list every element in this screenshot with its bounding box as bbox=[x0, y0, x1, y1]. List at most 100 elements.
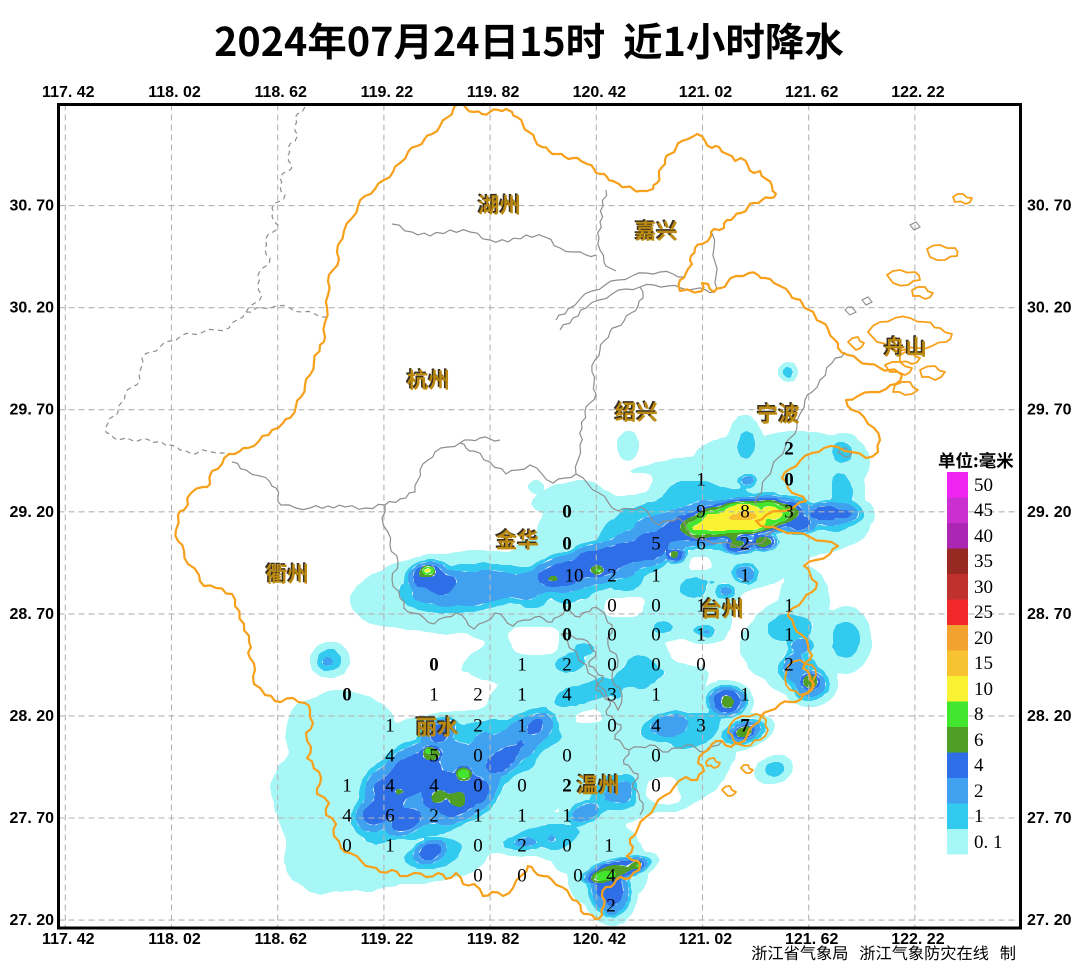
svg-text:117. 42: 117. 42 bbox=[42, 931, 95, 948]
svg-text:28. 20: 28. 20 bbox=[10, 708, 55, 725]
svg-text:1: 1 bbox=[342, 776, 352, 797]
svg-text:117. 42: 117. 42 bbox=[42, 84, 95, 101]
svg-text:1: 1 bbox=[429, 685, 439, 706]
svg-text:28. 20: 28. 20 bbox=[1027, 708, 1072, 725]
svg-text:119. 22: 119. 22 bbox=[361, 84, 414, 101]
svg-text:2: 2 bbox=[740, 534, 750, 555]
svg-text:1: 1 bbox=[517, 655, 527, 676]
svg-text:0: 0 bbox=[517, 776, 527, 797]
svg-text:28. 70: 28. 70 bbox=[1027, 606, 1072, 623]
svg-text:30. 20: 30. 20 bbox=[10, 300, 55, 317]
svg-text:5: 5 bbox=[429, 746, 439, 767]
svg-text:2: 2 bbox=[517, 836, 527, 857]
svg-text:30. 70: 30. 70 bbox=[1027, 198, 1072, 215]
svg-text:1: 1 bbox=[604, 836, 614, 857]
svg-text:0: 0 bbox=[473, 776, 483, 797]
svg-text:118. 62: 118. 62 bbox=[254, 931, 307, 948]
svg-text:0: 0 bbox=[651, 776, 661, 797]
svg-text:4: 4 bbox=[606, 866, 616, 887]
svg-text:1: 1 bbox=[517, 685, 527, 706]
svg-text:0: 0 bbox=[562, 596, 572, 617]
svg-text:10: 10 bbox=[565, 566, 584, 587]
svg-text:1: 1 bbox=[696, 625, 706, 646]
svg-text:1: 1 bbox=[974, 806, 984, 827]
svg-text:50: 50 bbox=[974, 475, 993, 496]
svg-text:0: 0 bbox=[562, 625, 572, 646]
svg-text:2: 2 bbox=[562, 655, 572, 676]
svg-text:122. 22: 122. 22 bbox=[891, 84, 944, 101]
svg-text:0: 0 bbox=[562, 534, 572, 555]
svg-text:7: 7 bbox=[740, 716, 750, 737]
svg-text:0: 0 bbox=[562, 502, 572, 523]
svg-text:35: 35 bbox=[974, 551, 993, 572]
svg-text:0: 0 bbox=[740, 625, 750, 646]
svg-text:1: 1 bbox=[784, 596, 794, 617]
svg-text:1: 1 bbox=[784, 625, 794, 646]
svg-text:1: 1 bbox=[385, 716, 395, 737]
svg-text:2: 2 bbox=[784, 439, 794, 460]
svg-text:121. 02: 121. 02 bbox=[679, 931, 732, 948]
svg-text:8: 8 bbox=[740, 502, 750, 523]
svg-text:1: 1 bbox=[740, 685, 750, 706]
svg-text:0: 0 bbox=[651, 625, 661, 646]
svg-text:119. 82: 119. 82 bbox=[467, 931, 520, 948]
svg-text:30. 20: 30. 20 bbox=[1027, 300, 1072, 317]
svg-text:28. 70: 28. 70 bbox=[10, 606, 55, 623]
svg-text:120. 42: 120. 42 bbox=[573, 84, 626, 101]
svg-text:1: 1 bbox=[385, 836, 395, 857]
svg-text:3: 3 bbox=[784, 502, 794, 523]
svg-text:0: 0 bbox=[342, 685, 352, 706]
svg-text:40: 40 bbox=[974, 526, 993, 547]
svg-text:121. 62: 121. 62 bbox=[785, 931, 838, 948]
svg-text:1: 1 bbox=[651, 566, 661, 587]
svg-text:0. 1: 0. 1 bbox=[974, 832, 1003, 853]
svg-text:2: 2 bbox=[473, 685, 483, 706]
svg-text:120. 42: 120. 42 bbox=[573, 931, 626, 948]
svg-text:29. 20: 29. 20 bbox=[10, 504, 55, 521]
svg-text:1: 1 bbox=[651, 685, 661, 706]
svg-text:29. 20: 29. 20 bbox=[1027, 504, 1072, 521]
svg-text:4: 4 bbox=[429, 776, 439, 797]
svg-text:6: 6 bbox=[974, 730, 984, 751]
svg-text:25: 25 bbox=[974, 602, 993, 623]
svg-text:121. 02: 121. 02 bbox=[679, 84, 732, 101]
svg-text:0: 0 bbox=[607, 596, 617, 617]
svg-text:3: 3 bbox=[696, 716, 706, 737]
svg-text:27. 20: 27. 20 bbox=[1027, 912, 1072, 929]
svg-text:2: 2 bbox=[784, 655, 794, 676]
svg-text:0: 0 bbox=[562, 746, 572, 767]
svg-text:2: 2 bbox=[606, 896, 616, 917]
svg-text:122. 22: 122. 22 bbox=[891, 931, 944, 948]
svg-text:29. 70: 29. 70 bbox=[10, 402, 55, 419]
svg-text:10: 10 bbox=[974, 679, 993, 700]
svg-text:118. 02: 118. 02 bbox=[148, 931, 201, 948]
svg-text:0: 0 bbox=[696, 655, 706, 676]
svg-text:5: 5 bbox=[651, 534, 661, 555]
svg-text:0: 0 bbox=[429, 655, 439, 676]
svg-text:0: 0 bbox=[573, 866, 583, 887]
svg-text:1: 1 bbox=[696, 596, 706, 617]
svg-text:27. 20: 27. 20 bbox=[10, 912, 55, 929]
svg-text:4: 4 bbox=[342, 806, 352, 827]
svg-text:4: 4 bbox=[385, 746, 395, 767]
svg-text:1: 1 bbox=[562, 806, 572, 827]
svg-text:1: 1 bbox=[740, 566, 750, 587]
svg-text:4: 4 bbox=[974, 755, 984, 776]
svg-text:1: 1 bbox=[517, 806, 527, 827]
svg-text:2: 2 bbox=[974, 781, 984, 802]
svg-text:118. 02: 118. 02 bbox=[148, 84, 201, 101]
svg-text:1: 1 bbox=[517, 716, 527, 737]
svg-text:29. 70: 29. 70 bbox=[1027, 402, 1072, 419]
svg-text:0: 0 bbox=[473, 836, 483, 857]
svg-text:118. 62: 118. 62 bbox=[254, 84, 307, 101]
svg-text:3: 3 bbox=[607, 685, 617, 706]
svg-text:0: 0 bbox=[784, 470, 794, 491]
svg-text:45: 45 bbox=[974, 500, 993, 521]
svg-text:9: 9 bbox=[696, 502, 706, 523]
svg-text:8: 8 bbox=[974, 704, 984, 725]
svg-text:0: 0 bbox=[342, 836, 352, 857]
svg-text:20: 20 bbox=[974, 628, 993, 649]
svg-text:1: 1 bbox=[473, 806, 483, 827]
svg-text:4: 4 bbox=[651, 716, 661, 737]
svg-text:0: 0 bbox=[607, 716, 617, 737]
